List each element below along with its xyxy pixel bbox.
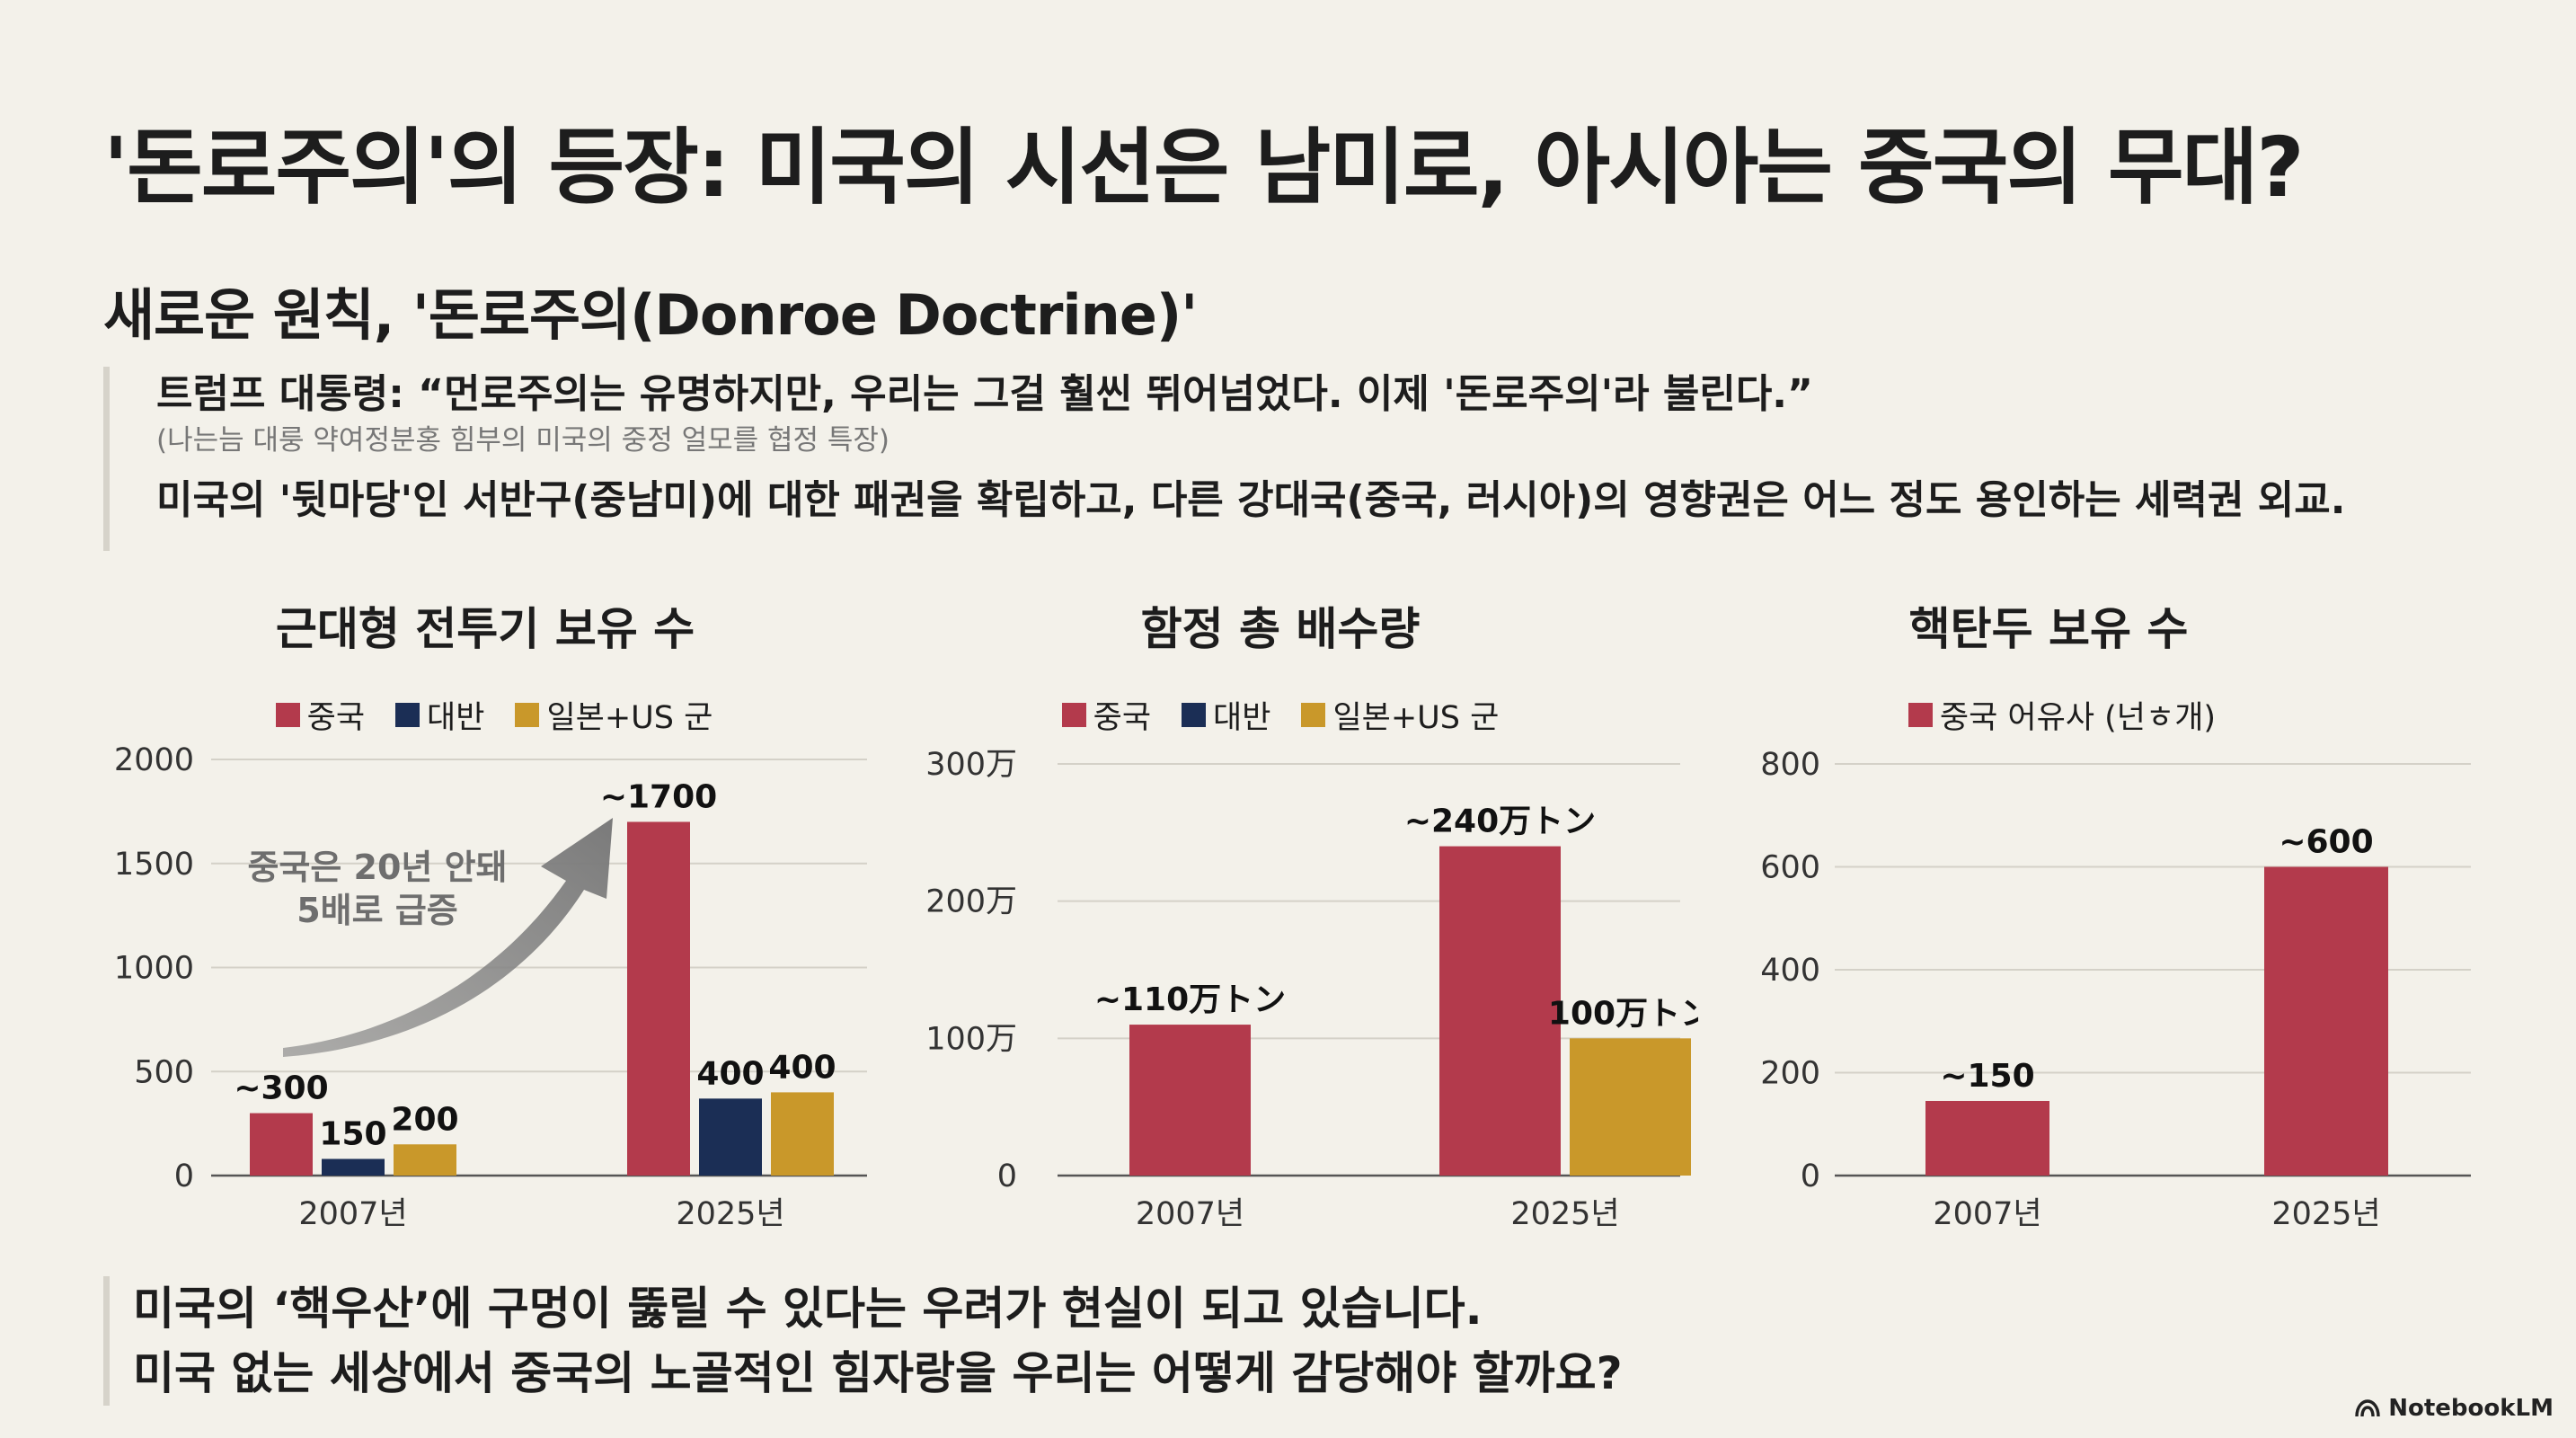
chart-title: 함정 총 배수량 [1140, 603, 1421, 655]
legend-item: 중국 [1061, 692, 1151, 738]
y-tick-label: 300万 [925, 747, 1017, 783]
data-label: ~1700 [600, 778, 717, 815]
bar [1439, 846, 1561, 1176]
footer-brand: NotebookLM [2354, 1395, 2554, 1422]
data-label: ~110万トン [1094, 981, 1286, 1018]
growth-arrow-icon [283, 818, 613, 1057]
y-tick-label: 800 [1760, 747, 1820, 783]
y-tick-label: 1500 [114, 847, 194, 883]
data-label: 400 [768, 1049, 836, 1086]
y-tick-label: 600 [1760, 850, 1820, 886]
y-tick-label: 400 [1760, 953, 1820, 989]
bar [627, 821, 690, 1176]
y-tick-label: 200 [1760, 1056, 1820, 1092]
legend-swatch-japan-us [1301, 703, 1326, 727]
x-tick-label: 2025년 [1510, 1196, 1619, 1232]
warhead-chart-plot: 0 200 400 600 800 ~150 2007년 ~600 2025년 [1760, 747, 2471, 1232]
chart-legend: 중국 대반 일본+US 군 [890, 692, 1671, 738]
displacement-chart-plot: 0 100万 200万 300万 ~110万トン 2007년 ~240万トン 100万トン 20… [925, 747, 1698, 1232]
bar [2264, 866, 2388, 1176]
y-tick-label: 1000 [114, 951, 194, 987]
doctrine-description: 미국의 '뒷마당'인 서반구(중남미)에 대한 패권을 확립하고, 다른 강대국… [156, 477, 2346, 523]
legend-item: 중국 어유사 (넌ㅎ개) [1908, 692, 2216, 738]
data-label: ~240万トン [1404, 803, 1596, 840]
displacement-chart: 함정 총 배수량 중국 대반 일본+US 군 0 100万 200万 300万 ~110… [916, 593, 1698, 1258]
page-title: '돈로주의'의 등장: 미국의 시선은 남미로, 아시아는 중국의 무대? [103, 120, 2305, 216]
bar [322, 1158, 385, 1176]
y-tick-label: 100万 [925, 1021, 1017, 1057]
closing-line-2: 미국 없는 세상에서 중국의 노골적인 힘자랑을 우리는 어떻게 감당해야 할까… [133, 1347, 1623, 1399]
legend-swatch-taiwan [395, 703, 420, 727]
annotation-line-2: 5배로 급증 [297, 891, 458, 930]
y-tick-label: 0 [174, 1158, 194, 1194]
data-label: 150 [319, 1115, 386, 1152]
x-tick-label: 2025년 [2271, 1196, 2380, 1232]
legend-item: 대반 [395, 692, 484, 738]
y-tick-label: 0 [1801, 1158, 1820, 1194]
legend-swatch-japan-us [515, 703, 540, 727]
warhead-chart: 핵탄두 보유 수 중국 어유사 (넌ㅎ개) 0 200 400 600 800 ~150 2… [1725, 593, 2534, 1258]
legend-swatch-china [1908, 703, 1933, 727]
data-label: 400 [696, 1055, 764, 1092]
chart-legend: 중국 대반 일본+US 군 [108, 692, 881, 738]
bar [250, 1113, 313, 1176]
section-subtitle: 새로운 원칙, '돈로주의(Donroe Doctrine)' [103, 282, 1198, 348]
legend-item: 중국 [275, 692, 365, 738]
legend-item: 대반 [1182, 692, 1270, 738]
quote-block: 트럼프 대통령: “먼로주의는 유명하지만, 우리는 그걸 훨씬 뛰어넘었다. … [103, 367, 2345, 551]
legend-item: 일본+US 군 [1301, 692, 1499, 738]
x-tick-label: 2007년 [1933, 1196, 2041, 1232]
x-tick-label: 2025년 [676, 1196, 784, 1232]
legend-swatch-taiwan [1182, 703, 1207, 727]
trump-quote: 트럼프 대통령: “먼로주의는 유명하지만, 우리는 그걸 훨씬 뛰어넘었다. … [156, 371, 1813, 417]
annotation-line-1: 중국은 20년 안돼 [247, 848, 507, 887]
x-tick-label: 2007년 [298, 1196, 407, 1232]
fighter-chart-plot: 0 500 1000 1500 2000 ~300 150 200 2007년 ~1700 400 4… [114, 742, 867, 1232]
data-label: ~300 [234, 1070, 328, 1107]
bar [1925, 1100, 2049, 1176]
closing-line-1: 미국의 ‘핵우산’에 구멍이 뚫릴 수 있다는 우려가 현실이 되고 있습니다. [133, 1283, 1483, 1335]
legend-swatch-china [1061, 703, 1086, 727]
data-label: 100万トン [1548, 995, 1698, 1032]
data-label: 200 [391, 1101, 458, 1138]
notebooklm-logo-icon [2355, 1399, 2380, 1417]
closing-block: 미국의 ‘핵우산’에 구멍이 뚫릴 수 있다는 우려가 현실이 되고 있습니다.… [103, 1276, 1623, 1406]
chart-title: 근대형 전투기 보유 수 [275, 603, 695, 655]
fighter-chart: 근대형 전투기 보유 수 중국 대반 일본+US 군 0 500 1000 1500 2… [108, 593, 881, 1258]
chart-legend: 중국 어유사 (넌ㅎ개) [1658, 692, 2466, 738]
quote-note: (나는늠 대룽 약여정분홍 힘부의 미국의 중정 얼모를 협정 특장) [156, 424, 890, 457]
bar [699, 1098, 762, 1176]
data-label: ~150 [1940, 1058, 2034, 1095]
y-tick-label: 200万 [925, 884, 1017, 920]
y-tick-label: 0 [997, 1158, 1017, 1194]
bar [1570, 1038, 1691, 1176]
y-tick-label: 500 [134, 1054, 194, 1090]
bar [1129, 1025, 1251, 1176]
x-tick-label: 2007년 [1136, 1196, 1244, 1232]
footer-brand-label: NotebookLM [2388, 1395, 2554, 1422]
bar [771, 1092, 834, 1176]
legend-item: 일본+US 군 [515, 692, 713, 738]
bar [394, 1144, 456, 1176]
y-tick-label: 2000 [114, 742, 194, 778]
legend-swatch-china [275, 703, 300, 727]
chart-title: 핵탄두 보유 수 [1908, 603, 2189, 655]
data-label: ~600 [2279, 824, 2373, 861]
